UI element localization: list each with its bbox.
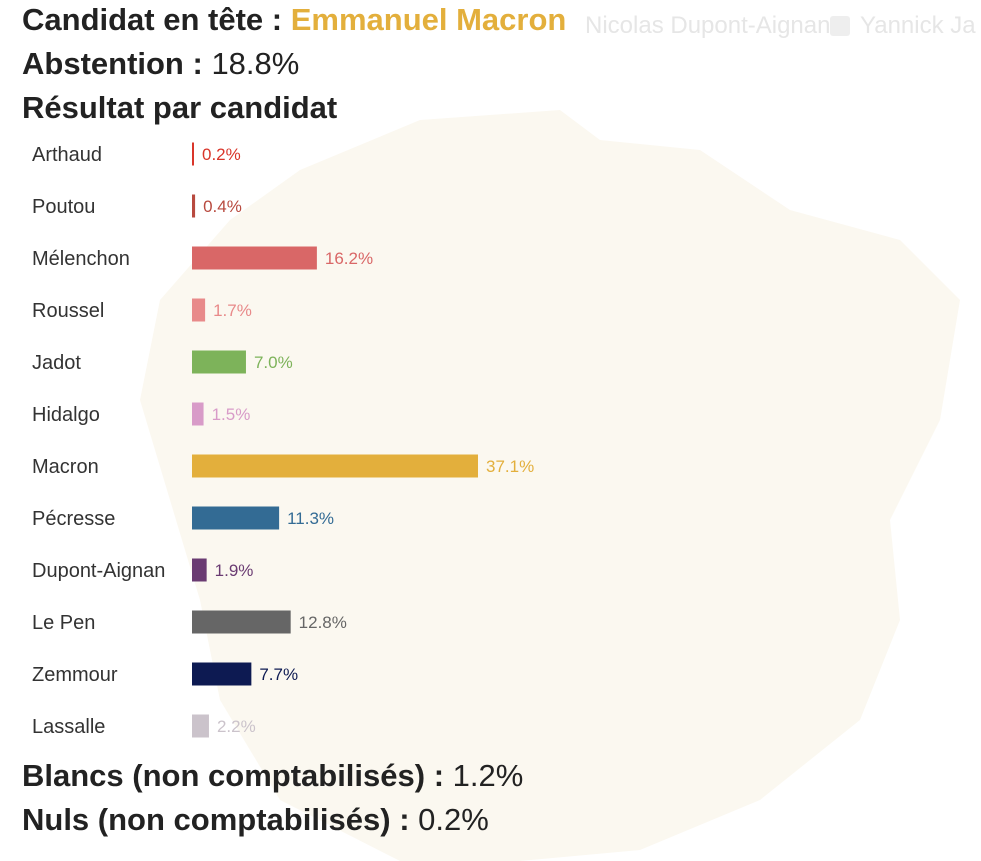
result-bar	[192, 298, 206, 322]
blancs-line: Blancs (non comptabilisés) : 1.2%	[22, 758, 523, 794]
result-bar	[192, 246, 317, 270]
legend-label: Nicolas Dupont-Aignan	[585, 12, 831, 39]
background-legend: Nicolas Dupont-Aignan Yannick Ja	[0, 8, 981, 44]
candidate-label: Zemmour	[32, 664, 118, 686]
value-label: 2.2%	[217, 717, 256, 736]
blancs-label: Blancs (non comptabilisés) :	[22, 758, 445, 793]
nuls-label: Nuls (non comptabilisés) :	[22, 802, 410, 837]
value-label: 16.2%	[325, 249, 373, 268]
candidate-label: Le Pen	[32, 612, 95, 634]
results-title: Résultat par candidat	[22, 90, 337, 126]
leader-label: Candidat en tête :	[22, 2, 283, 37]
blancs-value: 1.2%	[452, 758, 524, 793]
legend-item: Yannick Ja	[830, 12, 976, 40]
value-label: 7.7%	[259, 665, 298, 684]
value-label: 7.0%	[254, 353, 293, 372]
legend-item: Nicolas Dupont-Aignan	[585, 12, 830, 40]
result-bar	[192, 662, 252, 686]
france-map-shape	[140, 110, 960, 861]
result-bar	[192, 714, 209, 738]
result-bar	[192, 194, 196, 218]
candidate-label: Jadot	[32, 352, 81, 374]
value-label: 37.1%	[486, 457, 534, 476]
candidate-label: Pécresse	[32, 508, 115, 530]
value-label: 11.3%	[287, 509, 334, 528]
leader-name: Emmanuel Macron	[290, 2, 567, 37]
candidate-label: Macron	[32, 456, 99, 478]
result-bar	[192, 506, 280, 530]
result-bar	[192, 558, 207, 582]
candidate-label: Mélenchon	[32, 248, 130, 270]
abstention-label: Abstention :	[22, 46, 203, 81]
abstention-value: 18.8%	[211, 46, 300, 81]
candidate-label: Poutou	[32, 196, 95, 218]
value-label: 1.5%	[212, 405, 251, 424]
nuls-line: Nuls (non comptabilisés) : 0.2%	[22, 802, 489, 838]
result-bar	[192, 142, 194, 166]
value-label: 1.9%	[215, 561, 254, 580]
result-bar	[192, 610, 291, 634]
candidate-label: Dupont-Aignan	[32, 560, 165, 582]
legend-swatch	[830, 16, 850, 36]
results-title-text: Résultat par candidat	[22, 90, 338, 125]
result-bar	[192, 350, 246, 374]
candidate-label: Hidalgo	[32, 404, 100, 426]
result-bar	[192, 454, 478, 478]
value-label: 1.7%	[213, 301, 252, 320]
candidate-label: Arthaud	[32, 144, 102, 166]
leader-line: Candidat en tête : Emmanuel Macron	[22, 2, 566, 38]
candidate-label: Lassalle	[32, 716, 105, 738]
result-bar	[192, 402, 204, 426]
value-label: 0.2%	[202, 145, 241, 164]
legend-label: Yannick Ja	[860, 12, 976, 39]
value-label: 12.8%	[299, 613, 347, 632]
nuls-value: 0.2%	[418, 802, 489, 837]
abstention-line: Abstention : 18.8%	[22, 46, 299, 82]
candidate-label: Roussel	[32, 300, 104, 322]
value-label: 0.4%	[203, 197, 242, 216]
